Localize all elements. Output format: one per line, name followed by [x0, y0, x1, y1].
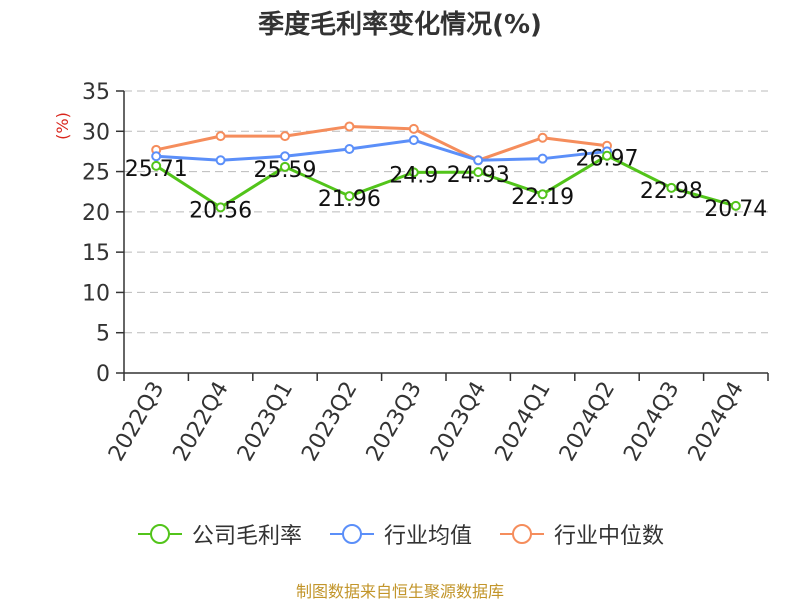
y-tick-label: 15: [82, 241, 110, 266]
chart-title: 季度毛利率变化情况(%): [258, 10, 542, 40]
y-tick-label: 10: [82, 281, 110, 306]
y-tick-label: 25: [82, 161, 110, 186]
grid-layer: [124, 90, 768, 334]
data-label: 22.98: [640, 179, 703, 204]
data-point: [151, 160, 162, 171]
data-point: [280, 151, 290, 162]
data-point: [408, 135, 419, 146]
data-point: [537, 153, 548, 164]
x-tick-label: 2022Q4: [168, 378, 233, 466]
data-label: 25.59: [254, 158, 317, 183]
data-label: 21.96: [318, 187, 381, 212]
legend-item[interactable]: 公司毛利率: [136, 518, 302, 550]
legend-marker-icon: [137, 524, 182, 544]
data-point: [344, 144, 355, 155]
legend-item[interactable]: 行业均值: [328, 518, 472, 550]
legend-item[interactable]: 行业中位数: [498, 518, 664, 550]
data-label: 26.97: [576, 147, 639, 172]
x-tick-label: 2023Q1: [233, 378, 298, 466]
x-tick-label: 2024Q4: [684, 378, 749, 466]
data-point: [408, 123, 419, 134]
series-line: [155, 124, 608, 162]
data-label: 25.71: [125, 157, 188, 182]
data-point: [730, 200, 741, 211]
legend-label: 行业中位数: [554, 524, 665, 549]
data-point: [344, 121, 355, 132]
legend-label: 公司毛利率: [191, 524, 302, 549]
y-tick-label: 0: [96, 362, 110, 387]
data-point: [215, 131, 226, 142]
x-tick-label: 2024Q1: [490, 378, 555, 466]
series-layer: [151, 121, 741, 213]
data-point: [666, 182, 677, 193]
x-tick-label: 2022Q3: [104, 378, 169, 466]
data-point: [344, 191, 355, 202]
y-tick-label: 30: [82, 120, 110, 145]
data-point: [151, 151, 162, 162]
data-point: [215, 202, 226, 213]
x-tick-label: 2024Q3: [619, 378, 684, 466]
y-axis-title: (%): [53, 112, 72, 140]
y-tick-label: 5: [96, 322, 110, 347]
data-point: [537, 189, 548, 200]
data-point: [473, 167, 484, 178]
x-tick-label: 2023Q4: [426, 378, 491, 466]
series-line: [155, 154, 737, 209]
legend-label: 行业均值: [383, 524, 472, 549]
x-tick-label: 2023Q3: [362, 378, 427, 466]
legend-marker-icon: [329, 524, 374, 544]
data-point: [215, 155, 226, 166]
data-point: [473, 155, 484, 166]
data-label: 22.19: [511, 185, 574, 210]
data-point: [280, 131, 290, 142]
y-tick-label: 35: [82, 80, 110, 105]
data-point: [408, 167, 419, 178]
data-point: [280, 161, 290, 172]
x-tick-label: 2023Q2: [297, 378, 362, 466]
legend: 公司毛利率 行业均值 行业中位数: [0, 518, 800, 550]
y-tick-label: 20: [82, 201, 110, 226]
series-line: [156, 138, 608, 162]
data-label: 24.93: [447, 163, 510, 188]
source-note: 制图数据来自恒生聚源数据库: [295, 582, 504, 601]
data-point: [602, 150, 612, 161]
x-tick-label: 2024Q2: [555, 378, 620, 466]
legend-marker-icon: [500, 524, 544, 544]
data-label: 20.74: [704, 197, 767, 222]
data-label: 20.56: [189, 198, 252, 223]
data-point: [537, 132, 548, 143]
data-label: 24.9: [389, 163, 438, 188]
